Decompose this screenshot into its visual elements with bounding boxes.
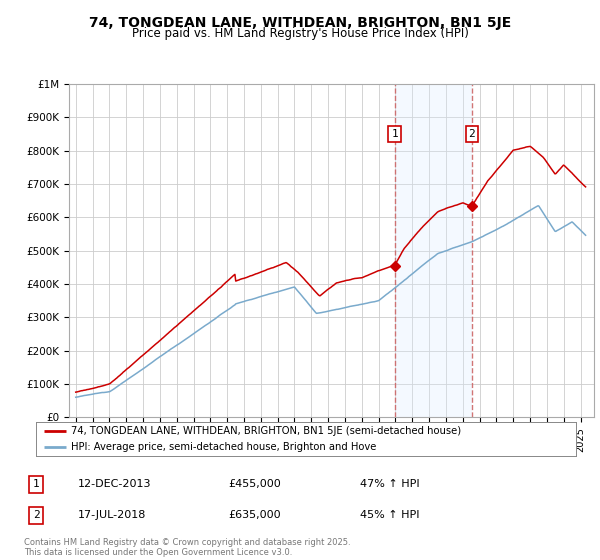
Text: HPI: Average price, semi-detached house, Brighton and Hove: HPI: Average price, semi-detached house,…: [71, 442, 376, 452]
Text: 45% ↑ HPI: 45% ↑ HPI: [360, 510, 419, 520]
Text: 74, TONGDEAN LANE, WITHDEAN, BRIGHTON, BN1 5JE: 74, TONGDEAN LANE, WITHDEAN, BRIGHTON, B…: [89, 16, 511, 30]
Text: £455,000: £455,000: [228, 479, 281, 489]
Bar: [395, 84, 472, 417]
Text: Contains HM Land Registry data © Crown copyright and database right 2025.
This d: Contains HM Land Registry data © Crown c…: [24, 538, 350, 557]
Text: 2: 2: [32, 510, 40, 520]
Text: 74, TONGDEAN LANE, WITHDEAN, BRIGHTON, BN1 5JE (semi-detached house): 74, TONGDEAN LANE, WITHDEAN, BRIGHTON, B…: [71, 426, 461, 436]
Text: Price paid vs. HM Land Registry's House Price Index (HPI): Price paid vs. HM Land Registry's House …: [131, 27, 469, 40]
Text: 17-JUL-2018: 17-JUL-2018: [78, 510, 146, 520]
Text: 1: 1: [391, 129, 398, 139]
Text: 47% ↑ HPI: 47% ↑ HPI: [360, 479, 419, 489]
Text: 12-DEC-2013: 12-DEC-2013: [78, 479, 151, 489]
Text: 2: 2: [469, 129, 475, 139]
Text: £635,000: £635,000: [228, 510, 281, 520]
Text: 1: 1: [32, 479, 40, 489]
